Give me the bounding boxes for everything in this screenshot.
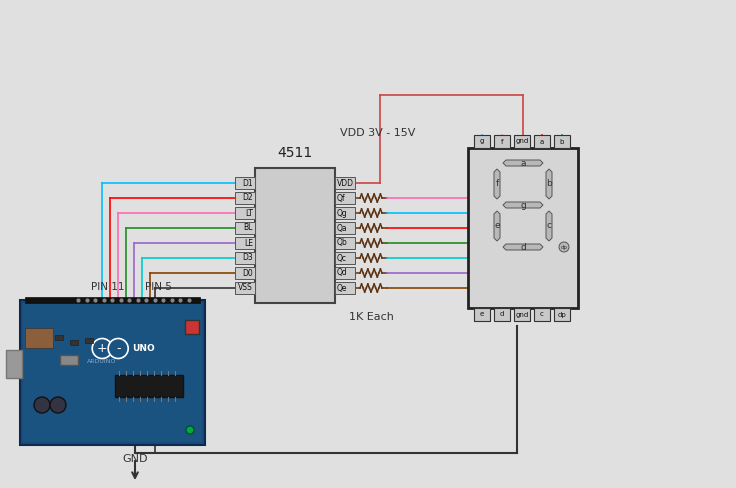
- Text: gnd: gnd: [515, 139, 528, 144]
- Polygon shape: [503, 202, 543, 208]
- Text: c: c: [540, 311, 544, 318]
- Bar: [235, 207, 255, 219]
- Text: D2: D2: [242, 194, 253, 203]
- Bar: [474, 135, 490, 148]
- Bar: [60, 355, 78, 365]
- Text: Qf: Qf: [337, 194, 346, 203]
- Bar: [235, 222, 255, 234]
- Text: b: b: [560, 139, 565, 144]
- Polygon shape: [494, 169, 500, 199]
- Bar: [23, 303, 202, 442]
- Circle shape: [92, 339, 112, 359]
- Bar: [185, 320, 199, 334]
- Bar: [534, 135, 550, 148]
- Bar: [335, 207, 355, 219]
- Circle shape: [559, 242, 569, 252]
- Text: g: g: [520, 201, 526, 209]
- Bar: [235, 177, 255, 189]
- Text: 1K Each: 1K Each: [349, 312, 394, 322]
- Bar: [514, 308, 530, 321]
- Text: gnd: gnd: [515, 311, 528, 318]
- Bar: [25, 328, 53, 348]
- Bar: [554, 135, 570, 148]
- Text: PIN 11: PIN 11: [91, 282, 124, 292]
- Text: VSS: VSS: [238, 284, 253, 292]
- Bar: [70, 340, 78, 345]
- Bar: [235, 282, 255, 294]
- Bar: [335, 282, 355, 294]
- Bar: [335, 267, 355, 279]
- Text: VDD: VDD: [337, 179, 354, 187]
- Bar: [514, 135, 530, 148]
- Circle shape: [34, 397, 50, 413]
- Polygon shape: [546, 211, 552, 241]
- Text: d: d: [500, 311, 504, 318]
- Text: LT: LT: [245, 208, 253, 218]
- Bar: [335, 177, 355, 189]
- Text: e: e: [494, 222, 500, 230]
- Circle shape: [186, 426, 194, 434]
- Text: PIN 5: PIN 5: [144, 282, 171, 292]
- Text: Qg: Qg: [337, 208, 347, 218]
- Text: Qd: Qd: [337, 268, 347, 278]
- Bar: [235, 237, 255, 249]
- Text: GND: GND: [122, 454, 148, 464]
- Text: D0: D0: [242, 268, 253, 278]
- Text: d: d: [520, 243, 526, 251]
- Text: b: b: [546, 180, 552, 188]
- Text: dp: dp: [561, 244, 567, 249]
- Text: UNO: UNO: [132, 344, 155, 353]
- Text: a: a: [520, 159, 526, 167]
- Bar: [335, 237, 355, 249]
- Text: a: a: [540, 139, 544, 144]
- Text: Qe: Qe: [337, 284, 347, 292]
- Polygon shape: [503, 244, 543, 250]
- Bar: [235, 252, 255, 264]
- Text: Qb: Qb: [337, 239, 347, 247]
- Text: f: f: [500, 139, 503, 144]
- Bar: [85, 338, 93, 343]
- Text: LE: LE: [244, 239, 253, 247]
- Bar: [20, 300, 205, 445]
- Text: D1: D1: [242, 179, 253, 187]
- Bar: [235, 267, 255, 279]
- Bar: [75, 297, 200, 303]
- Text: f: f: [495, 180, 498, 188]
- Bar: [25, 297, 75, 303]
- Bar: [335, 192, 355, 204]
- Text: 4511: 4511: [277, 146, 313, 160]
- Circle shape: [50, 397, 66, 413]
- Bar: [534, 308, 550, 321]
- Text: -: -: [116, 342, 121, 355]
- Text: BL: BL: [244, 224, 253, 232]
- Bar: [335, 222, 355, 234]
- Bar: [115, 375, 183, 397]
- Text: c: c: [547, 222, 551, 230]
- Bar: [255, 168, 335, 303]
- Polygon shape: [546, 169, 552, 199]
- Text: e: e: [480, 311, 484, 318]
- Bar: [6, 350, 22, 378]
- Circle shape: [108, 339, 128, 359]
- Text: Qa: Qa: [337, 224, 347, 232]
- Text: +: +: [97, 342, 107, 355]
- Bar: [55, 335, 63, 340]
- Bar: [335, 252, 355, 264]
- Bar: [494, 135, 510, 148]
- Text: ARDUINO: ARDUINO: [88, 359, 117, 364]
- Polygon shape: [494, 211, 500, 241]
- Bar: [235, 192, 255, 204]
- Polygon shape: [503, 160, 543, 166]
- Bar: [474, 308, 490, 321]
- Bar: [468, 148, 578, 308]
- Text: VDD 3V - 15V: VDD 3V - 15V: [340, 128, 415, 138]
- Bar: [554, 308, 570, 321]
- Text: D3: D3: [242, 253, 253, 263]
- Text: dp: dp: [558, 311, 567, 318]
- Text: g: g: [480, 139, 484, 144]
- Bar: [494, 308, 510, 321]
- Text: Qc: Qc: [337, 253, 347, 263]
